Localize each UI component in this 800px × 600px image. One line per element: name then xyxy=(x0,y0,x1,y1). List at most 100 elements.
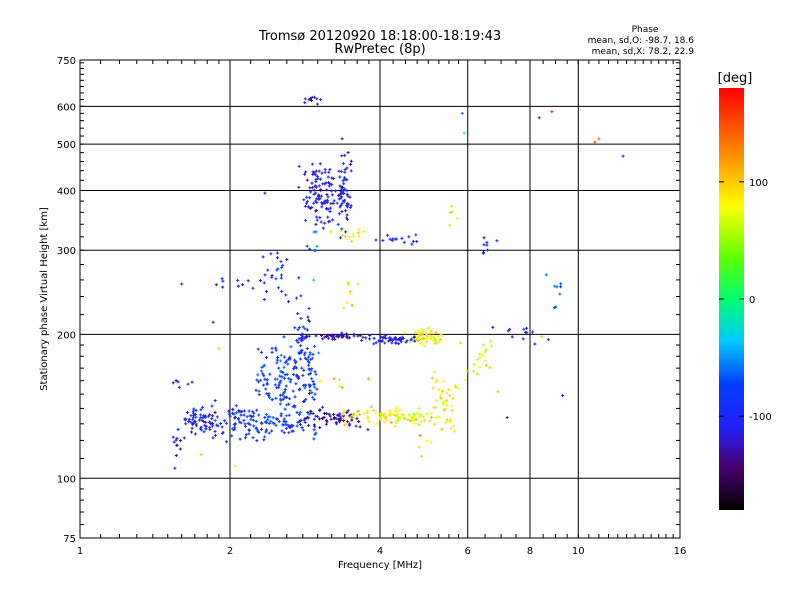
data-point xyxy=(305,199,309,203)
data-point xyxy=(208,413,212,417)
data-point xyxy=(389,421,393,425)
data-point xyxy=(408,419,412,423)
data-point xyxy=(307,355,311,359)
data-point xyxy=(286,424,290,428)
data-point xyxy=(204,427,208,431)
data-point xyxy=(324,422,328,426)
data-point xyxy=(349,169,353,173)
data-point xyxy=(308,372,312,376)
data-point xyxy=(281,371,285,375)
data-point xyxy=(380,413,384,417)
data-point xyxy=(312,437,316,441)
data-point xyxy=(178,447,182,451)
data-point xyxy=(321,337,325,341)
data-point xyxy=(312,201,316,205)
data-point xyxy=(262,383,266,387)
data-point xyxy=(338,378,342,382)
data-point xyxy=(486,248,490,252)
data-point xyxy=(288,380,292,384)
data-point xyxy=(415,239,419,243)
data-point xyxy=(194,422,198,426)
data-point xyxy=(393,425,397,429)
data-point xyxy=(413,413,417,417)
data-point xyxy=(198,427,202,431)
data-point xyxy=(418,336,422,340)
data-point xyxy=(311,172,315,176)
data-point xyxy=(484,348,488,352)
data-point xyxy=(395,409,399,413)
y-tick-label: 500 xyxy=(57,140,76,151)
data-point xyxy=(312,95,316,99)
data-point xyxy=(315,244,319,248)
data-point xyxy=(531,330,535,334)
phase-info-title: Phase xyxy=(632,25,659,35)
data-point xyxy=(400,236,404,240)
data-point xyxy=(423,418,427,422)
data-point xyxy=(299,294,303,298)
data-point xyxy=(352,234,356,238)
data-point xyxy=(282,431,286,435)
data-point xyxy=(279,412,283,416)
data-point xyxy=(303,356,307,360)
data-point xyxy=(395,237,399,241)
data-point xyxy=(546,338,550,342)
data-point xyxy=(227,409,231,413)
data-point xyxy=(184,422,188,426)
data-point xyxy=(266,268,270,272)
data-point xyxy=(419,342,423,346)
y-axis-label: Stationary phase Virtual Height [km] xyxy=(39,207,50,391)
data-point xyxy=(337,193,341,197)
data-point xyxy=(321,416,325,420)
data-point xyxy=(263,273,267,277)
data-point xyxy=(304,218,308,222)
data-point xyxy=(171,381,175,385)
data-point xyxy=(279,276,283,280)
data-point xyxy=(288,397,292,401)
data-point xyxy=(342,306,346,310)
data-point xyxy=(247,432,251,436)
colorbar-label: [deg] xyxy=(718,71,753,86)
data-point xyxy=(263,415,267,419)
data-point xyxy=(316,415,320,419)
data-point xyxy=(303,336,307,340)
data-point xyxy=(326,215,330,219)
data-point xyxy=(431,331,435,335)
data-point xyxy=(411,417,415,421)
data-point xyxy=(308,391,312,395)
data-point xyxy=(372,336,376,340)
data-point xyxy=(282,391,286,395)
data-point xyxy=(401,414,405,418)
data-point xyxy=(417,407,421,411)
data-point xyxy=(273,383,277,387)
data-point xyxy=(482,243,486,247)
data-point xyxy=(259,378,263,382)
data-point xyxy=(287,300,291,304)
data-point xyxy=(496,390,500,394)
data-point xyxy=(312,417,316,421)
data-point xyxy=(358,425,362,429)
data-point xyxy=(186,382,190,386)
data-point xyxy=(339,228,343,232)
x-axis-label: Frequency [MHz] xyxy=(338,560,422,571)
data-point xyxy=(294,382,298,386)
data-point xyxy=(448,420,452,424)
data-point xyxy=(308,97,312,101)
data-point xyxy=(273,346,277,350)
data-point xyxy=(292,358,296,362)
data-point xyxy=(180,282,184,286)
data-point xyxy=(315,97,319,101)
data-point xyxy=(399,340,403,344)
data-point xyxy=(202,430,206,434)
data-point xyxy=(410,242,414,246)
data-point xyxy=(280,289,284,293)
y-tick-label: 200 xyxy=(57,330,76,341)
data-point xyxy=(440,334,444,338)
data-point xyxy=(396,418,400,422)
data-point xyxy=(216,424,220,428)
data-point xyxy=(264,430,268,434)
data-point xyxy=(343,153,347,157)
data-point xyxy=(287,413,291,417)
data-point xyxy=(213,429,217,433)
data-point xyxy=(207,420,211,424)
data-point xyxy=(330,193,334,197)
